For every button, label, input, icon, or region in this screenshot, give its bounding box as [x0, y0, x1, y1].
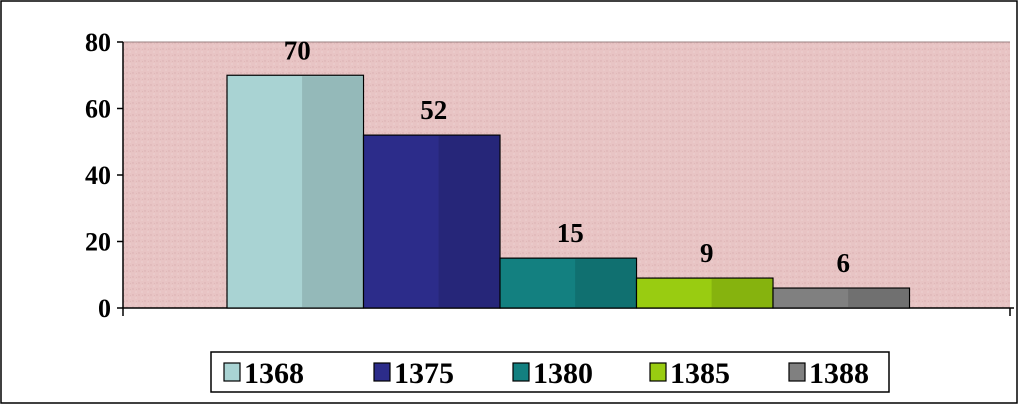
bar-shade: [848, 289, 909, 307]
bar-shade: [438, 136, 499, 307]
bar-1375: [362, 134, 501, 309]
data-label-1388: 6: [837, 248, 851, 278]
bar-shade: [302, 76, 363, 307]
legend-swatch-1368: [223, 362, 241, 382]
bar-1380: [499, 257, 638, 309]
legend-label-1375: 1375: [394, 357, 454, 390]
y-tick-label: 40: [85, 161, 111, 190]
bar-shade: [711, 279, 772, 307]
legend-swatch-1388: [788, 362, 806, 382]
legend-label-1380: 1380: [533, 357, 593, 390]
y-tick-label: 20: [85, 228, 111, 257]
y-tick-label: 0: [98, 294, 111, 323]
legend-swatch-1380: [512, 362, 530, 382]
legend-box: [210, 351, 890, 393]
legend-swatch-1385: [649, 362, 667, 382]
legend-swatch-1375: [373, 362, 391, 382]
bar-shade: [575, 259, 636, 307]
data-label-1375: 52: [420, 95, 447, 125]
y-tick-label: 80: [85, 28, 111, 57]
bar-1368: [226, 74, 365, 309]
y-tick-label: 60: [85, 95, 111, 124]
data-label-1368: 70: [284, 35, 311, 65]
bar-1385: [635, 277, 774, 309]
data-label-1380: 15: [557, 218, 584, 248]
legend-label-1388: 1388: [809, 357, 869, 390]
data-label-1385: 9: [700, 238, 714, 268]
legend-label-1385: 1385: [670, 357, 730, 390]
bar-1388: [772, 287, 911, 309]
legend-label-1368: 1368: [244, 357, 304, 390]
